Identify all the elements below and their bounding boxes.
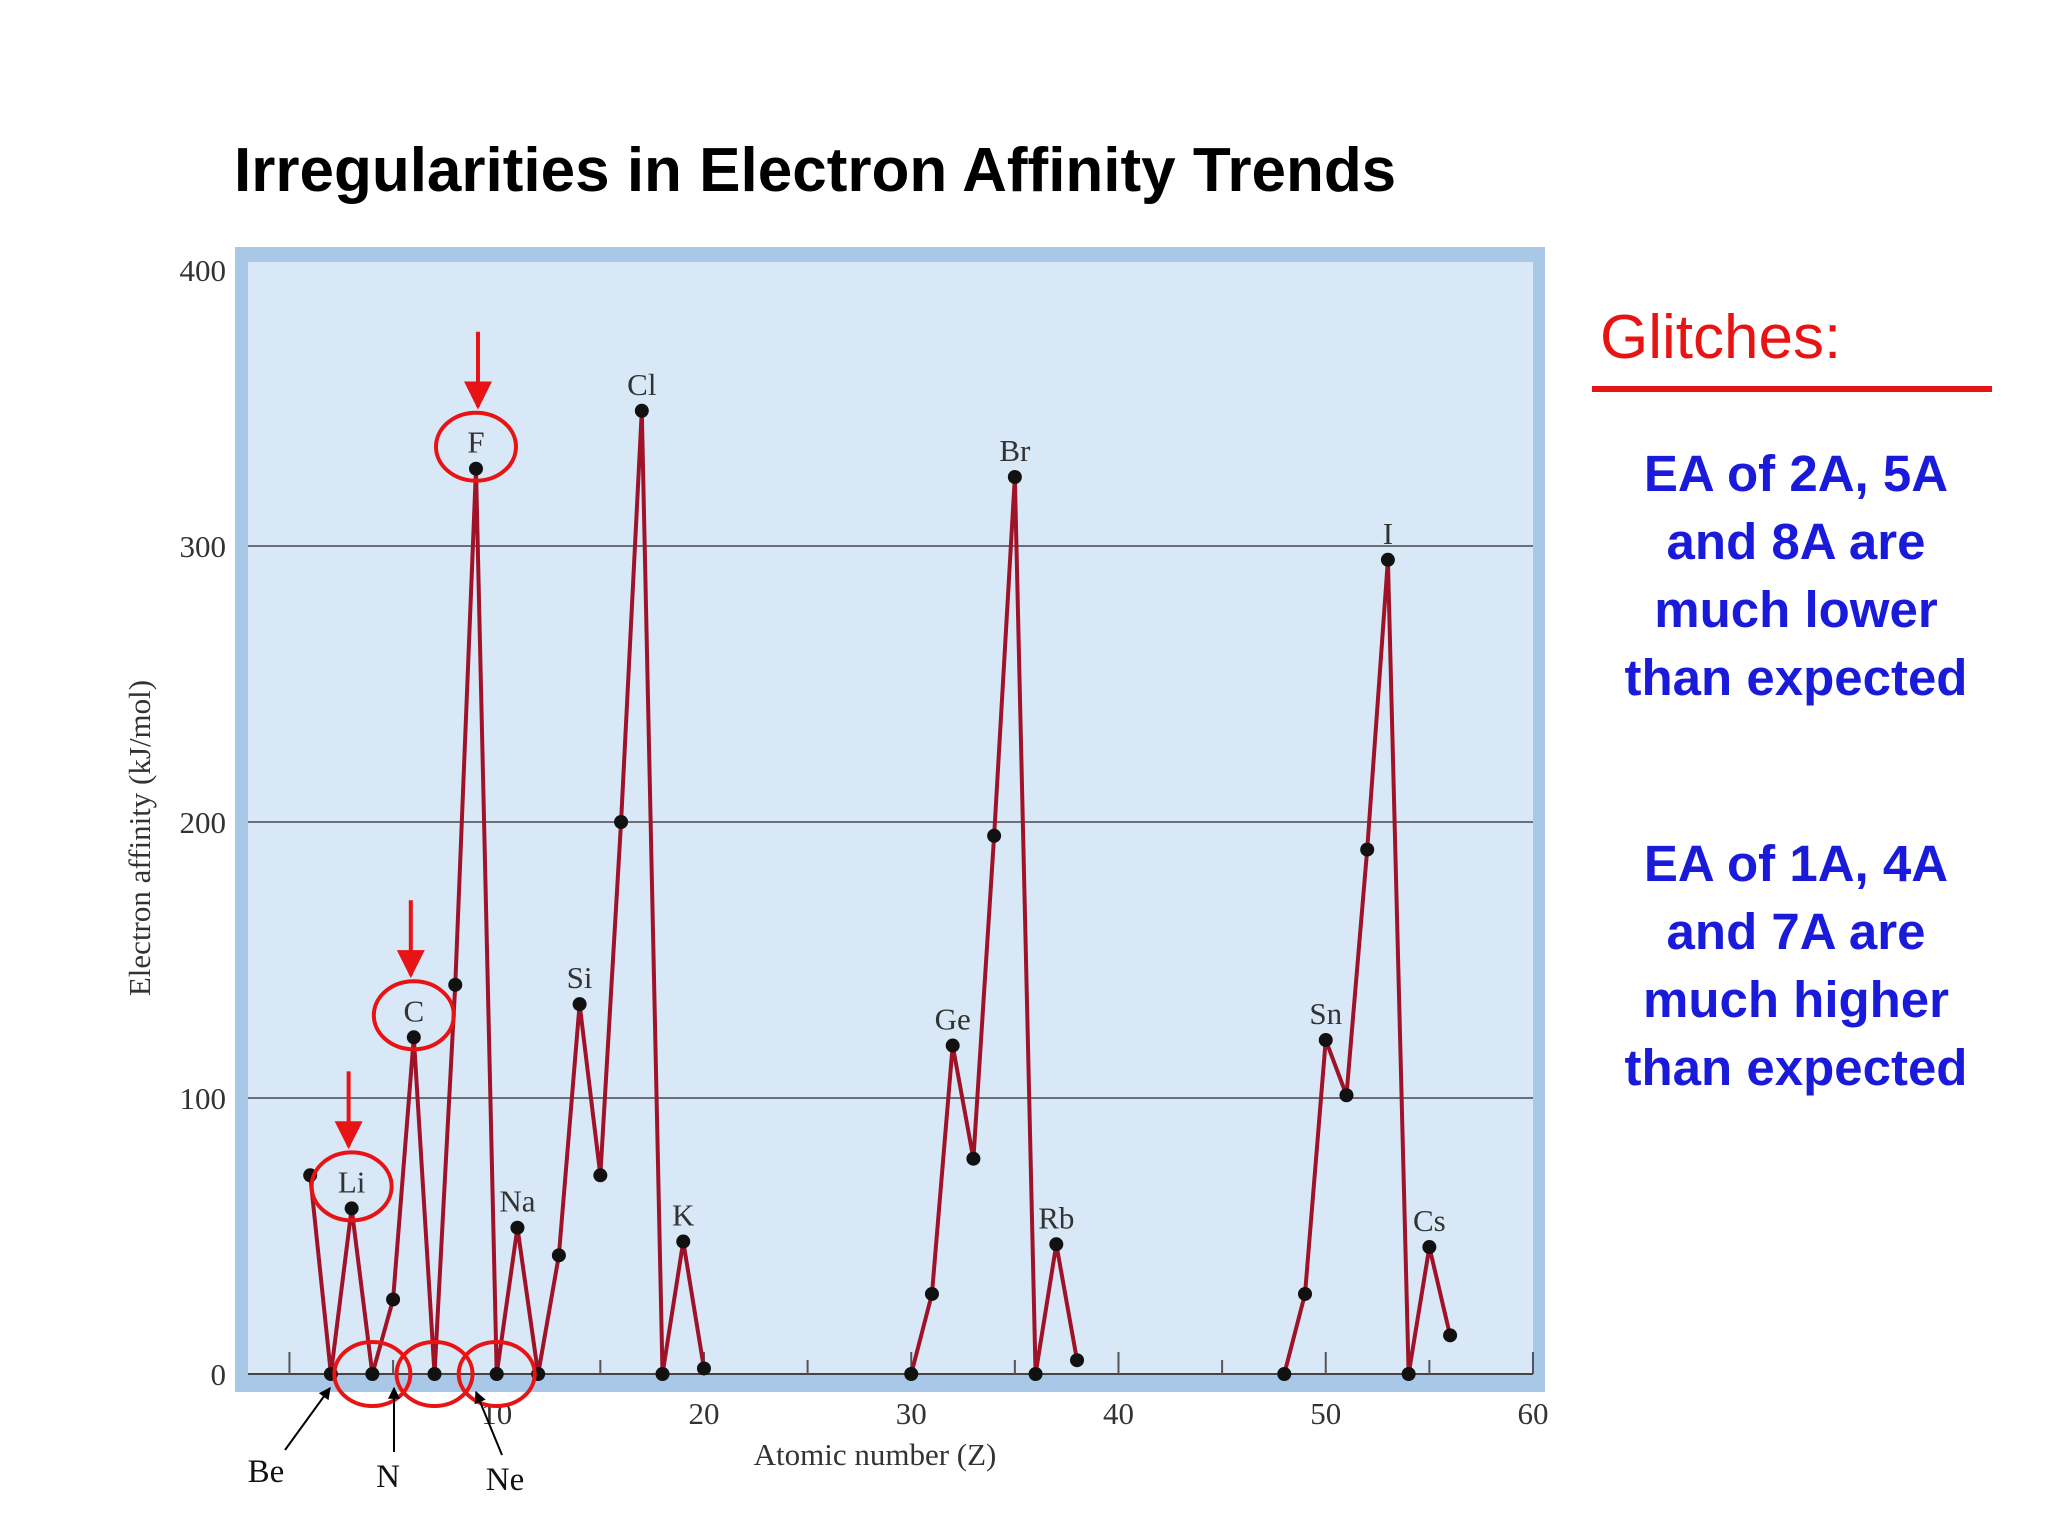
data-point bbox=[945, 1038, 960, 1053]
note-higher-than-expected: EA of 1A, 4A and 7A are much higher than… bbox=[1624, 835, 1968, 1096]
data-point bbox=[1007, 470, 1022, 484]
data-point bbox=[676, 1234, 691, 1249]
y-tick-label: 300 bbox=[180, 529, 227, 564]
point-label-sn: Sn bbox=[1309, 996, 1342, 1031]
data-point bbox=[1028, 1367, 1043, 1381]
callout-arrow-ne bbox=[474, 1390, 503, 1456]
callout-label-be: Be bbox=[248, 1454, 285, 1490]
glitches-divider bbox=[1592, 386, 1992, 392]
y-axis-title: Electron affinity (kJ/mol) bbox=[122, 680, 157, 996]
point-label-k: K bbox=[672, 1198, 695, 1233]
x-tick-label: 50 bbox=[1310, 1396, 1341, 1431]
callout-label-n: N bbox=[376, 1459, 400, 1495]
callout-arrow-be bbox=[284, 1387, 331, 1451]
data-point bbox=[966, 1151, 981, 1166]
data-point bbox=[1298, 1286, 1313, 1301]
data-point bbox=[551, 1248, 566, 1263]
point-label-li: Li bbox=[338, 1164, 366, 1199]
data-point bbox=[614, 815, 629, 829]
highlight-circle-c bbox=[371, 979, 456, 1052]
slide-title: Irregularities in Electron Affinity Tren… bbox=[234, 136, 1397, 205]
x-axis-title: Atomic number (Z) bbox=[754, 1437, 997, 1472]
data-point bbox=[427, 1367, 442, 1381]
point-label-cs: Cs bbox=[1413, 1203, 1446, 1238]
data-point bbox=[489, 1367, 504, 1381]
point-label-rb: Rb bbox=[1038, 1200, 1074, 1235]
data-point bbox=[1277, 1367, 1292, 1381]
callout-label-ne: Ne bbox=[486, 1462, 524, 1498]
data-point bbox=[406, 1030, 421, 1045]
y-tick-label: 400 bbox=[180, 253, 227, 288]
data-point bbox=[655, 1367, 670, 1381]
data-point bbox=[924, 1286, 939, 1301]
data-point bbox=[593, 1168, 608, 1183]
x-tick-label: 20 bbox=[688, 1396, 719, 1431]
data-point bbox=[987, 828, 1002, 843]
highlight-circle-ne bbox=[456, 1340, 537, 1408]
x-tick-label: 40 bbox=[1103, 1396, 1134, 1431]
data-point bbox=[634, 403, 649, 418]
data-point bbox=[696, 1361, 711, 1376]
data-point bbox=[1049, 1237, 1064, 1252]
data-point bbox=[1318, 1033, 1333, 1048]
data-point bbox=[1422, 1240, 1437, 1255]
point-label-ge: Ge bbox=[935, 1002, 971, 1037]
y-tick-label: 200 bbox=[180, 805, 227, 840]
data-point bbox=[1360, 842, 1375, 857]
data-point bbox=[1401, 1367, 1416, 1381]
data-point bbox=[1443, 1328, 1458, 1343]
highlight-circle-n bbox=[394, 1340, 475, 1408]
x-tick-label: 10 bbox=[481, 1396, 512, 1431]
note-lower-than-expected: EA of 2A, 5A and 8A are much lower than … bbox=[1624, 445, 1968, 706]
data-point bbox=[365, 1367, 380, 1381]
x-tick-label: 30 bbox=[896, 1396, 927, 1431]
data-point bbox=[510, 1220, 525, 1235]
data-point bbox=[572, 997, 587, 1012]
highlight-circle-be bbox=[332, 1340, 413, 1408]
point-label-cl: Cl bbox=[627, 367, 656, 402]
data-point bbox=[904, 1367, 919, 1381]
highlight-circle-li bbox=[309, 1150, 394, 1223]
point-label-i: I bbox=[1383, 516, 1393, 551]
data-point bbox=[1070, 1353, 1085, 1368]
glitches-heading: Glitches: bbox=[1600, 303, 1842, 372]
data-point bbox=[344, 1201, 359, 1216]
y-tick-label: 100 bbox=[180, 1081, 227, 1116]
data-point bbox=[1339, 1088, 1354, 1103]
point-label-f: F bbox=[467, 425, 484, 460]
data-point bbox=[1380, 552, 1395, 567]
highlight-circle-f bbox=[433, 410, 518, 483]
data-point bbox=[468, 461, 483, 476]
point-label-c: C bbox=[403, 993, 424, 1028]
y-tick-label: 0 bbox=[211, 1357, 227, 1392]
point-label-na: Na bbox=[499, 1184, 535, 1219]
data-point bbox=[386, 1292, 401, 1307]
point-label-br: Br bbox=[999, 433, 1031, 468]
series-line-1 bbox=[308, 410, 706, 1375]
data-point bbox=[448, 977, 463, 992]
point-label-si: Si bbox=[567, 960, 593, 995]
x-tick-label: 60 bbox=[1518, 1396, 1549, 1431]
